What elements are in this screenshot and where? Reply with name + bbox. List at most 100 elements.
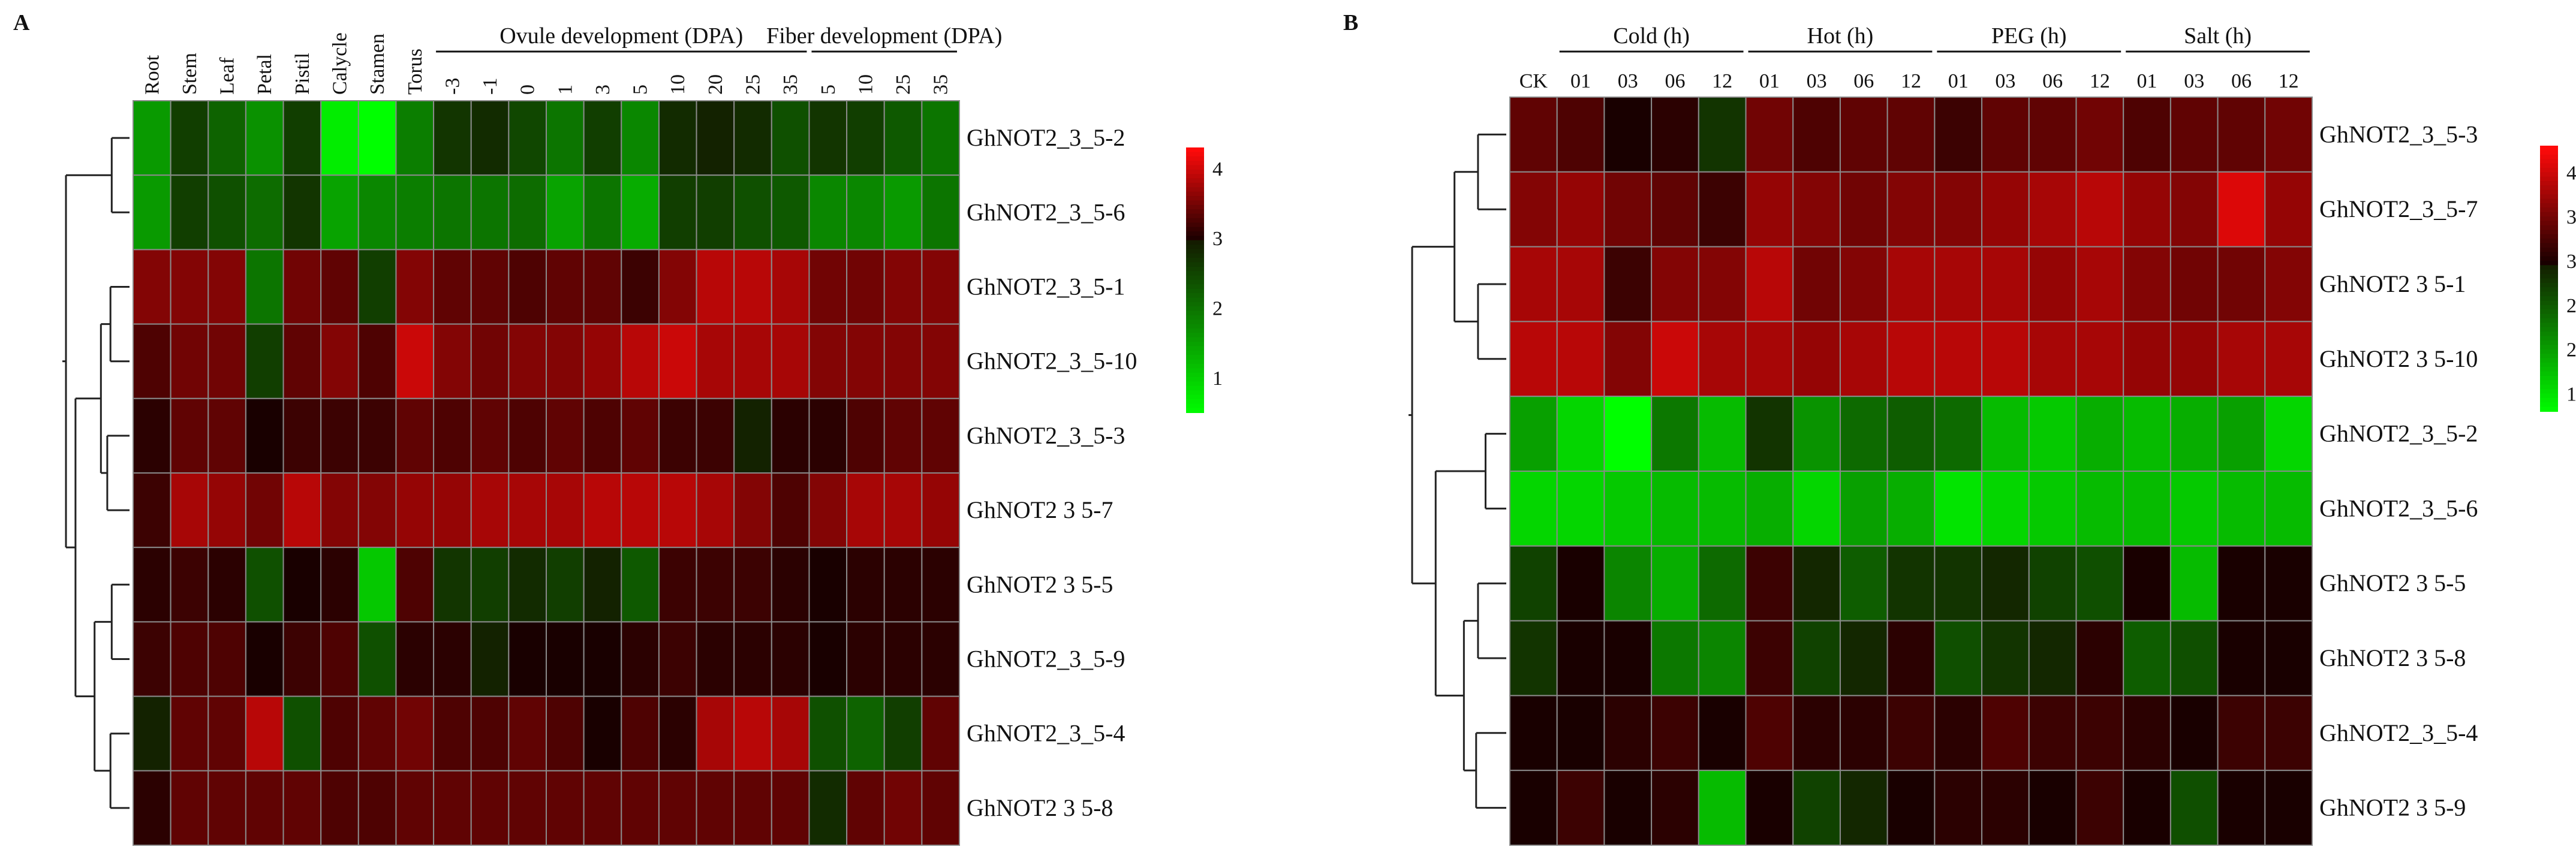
heatmap-cell (2075, 545, 2124, 622)
heatmap-cell (883, 174, 923, 251)
heatmap-cell (2123, 97, 2171, 173)
heatmap-cell (282, 100, 322, 176)
heatmap-cell (2264, 171, 2313, 248)
row-label: GhNOT2 3 5-8 (967, 794, 1113, 821)
heatmap-cell (395, 397, 435, 474)
heatmap-cell (133, 174, 171, 251)
heatmap-cell (1698, 620, 1747, 697)
row-label: GhNOT2_3_5-4 (967, 720, 1125, 747)
heatmap-cell (1981, 246, 2030, 323)
heatmap-cell (433, 472, 472, 548)
legend-gradient-step (1186, 337, 1204, 343)
heatmap-cell (133, 547, 171, 623)
heatmap-cell (2217, 396, 2266, 472)
heatmap-cell (1839, 620, 1888, 697)
legend-gradient-step (2540, 340, 2558, 346)
legend-gradient-step (1186, 191, 1204, 197)
heatmap-cell (1509, 545, 1558, 622)
heatmap-cell (357, 547, 397, 623)
heatmap-cell (846, 695, 885, 771)
heatmap-cell (2264, 97, 2313, 173)
column-label: 01 (1570, 70, 1591, 92)
legend-gradient-step (1186, 297, 1204, 303)
heatmap-cell (921, 323, 961, 399)
heatmap-cell (621, 770, 660, 846)
heatmap-cell (1603, 321, 1653, 397)
legend-gradient-step (2540, 309, 2558, 315)
column-label: 10 (854, 74, 877, 95)
heatmap-cell (921, 397, 961, 474)
column-label: 1 (554, 85, 576, 95)
legend-gradient-step (2540, 362, 2558, 368)
heatmap-cell (133, 100, 171, 176)
heatmap-cell (357, 100, 397, 176)
column-group-label: Ovule development (DPA) (499, 23, 743, 49)
heatmap-cell (282, 472, 322, 548)
heatmap-cell (245, 174, 284, 251)
color-legend: 1.5 2 2.5 3 3.5 4 (2540, 146, 2576, 412)
legend-gradient-step (1186, 161, 1204, 166)
legend-gradient-step (2540, 371, 2558, 376)
heatmap-cell (1651, 171, 1699, 248)
legend-gradient-step (2540, 354, 2558, 359)
legend-gradient-step (1186, 280, 1204, 285)
column-group-label: Fiber development (DPA) (766, 23, 1002, 49)
heatmap-cell (470, 249, 510, 325)
legend-gradient-step (1186, 253, 1204, 259)
heatmap-cell (883, 323, 923, 399)
legend-gradient-step (2540, 207, 2558, 213)
heatmap-cell (733, 100, 772, 176)
heatmap-cells (1509, 97, 2313, 846)
legend-gradient-step (2540, 194, 2558, 200)
row-label: GhNOT2_3_5-6 (967, 198, 1125, 225)
heatmap-cell (621, 695, 660, 771)
heatmap-cell (2028, 545, 2077, 622)
legend-gradient-step (1186, 293, 1204, 299)
heatmap-cell (1556, 396, 1605, 472)
heatmap-cell (1886, 246, 1936, 323)
heatmap-cell (245, 249, 284, 325)
heatmap-cell (1886, 396, 1936, 472)
legend-gradient-step (1186, 363, 1204, 369)
legend-tick-label: 2 (1212, 298, 1223, 320)
heatmap-cell (1698, 171, 1747, 248)
heatmap-cell (883, 695, 923, 771)
column-group-label: Hot (h) (1807, 23, 1874, 49)
column-group-label: Salt (h) (2184, 23, 2252, 49)
legend-gradient-step (1186, 394, 1204, 400)
heatmap-cell (733, 174, 772, 251)
column-label: 01 (2137, 70, 2157, 92)
heatmap-cell (433, 621, 472, 697)
heatmap-cell (883, 547, 923, 623)
legend-gradient-step (2540, 380, 2558, 385)
heatmap-cell (470, 770, 510, 846)
legend-gradient-step (1186, 236, 1204, 241)
heatmap-cell (207, 249, 246, 325)
heatmap-cell (282, 174, 322, 251)
heatmap-cell (245, 695, 284, 771)
legend-gradient-step (2540, 198, 2558, 204)
heatmap-cell (1509, 97, 1558, 173)
heatmap-cell (546, 472, 585, 548)
heatmap-cell (508, 695, 547, 771)
legend-gradient-step (1186, 245, 1204, 250)
heatmap-cell (433, 770, 472, 846)
heatmap-cell (1698, 695, 1747, 771)
legend-gradient-step (1186, 311, 1204, 316)
row-label: GhNOT2_3_5-10 (967, 348, 1137, 375)
heatmap-cell (1651, 396, 1699, 472)
legend-gradient-step (1186, 262, 1204, 267)
legend-gradient-step (2540, 397, 2558, 403)
column-label: 35 (930, 74, 952, 95)
heatmap-cell (1981, 695, 2030, 771)
heatmap-cell (470, 547, 510, 623)
heatmap-cell (433, 100, 472, 176)
heatmap-cell (2264, 246, 2313, 323)
heatmap-cell (2123, 396, 2171, 472)
heatmap-cell (470, 695, 510, 771)
heatmap-cell (733, 397, 772, 474)
heatmap-cell (1839, 770, 1888, 846)
row-label: GhNOT2_3_5-9 (967, 646, 1125, 673)
heatmap-cell (2169, 770, 2219, 846)
legend-gradient-step (1186, 320, 1204, 325)
